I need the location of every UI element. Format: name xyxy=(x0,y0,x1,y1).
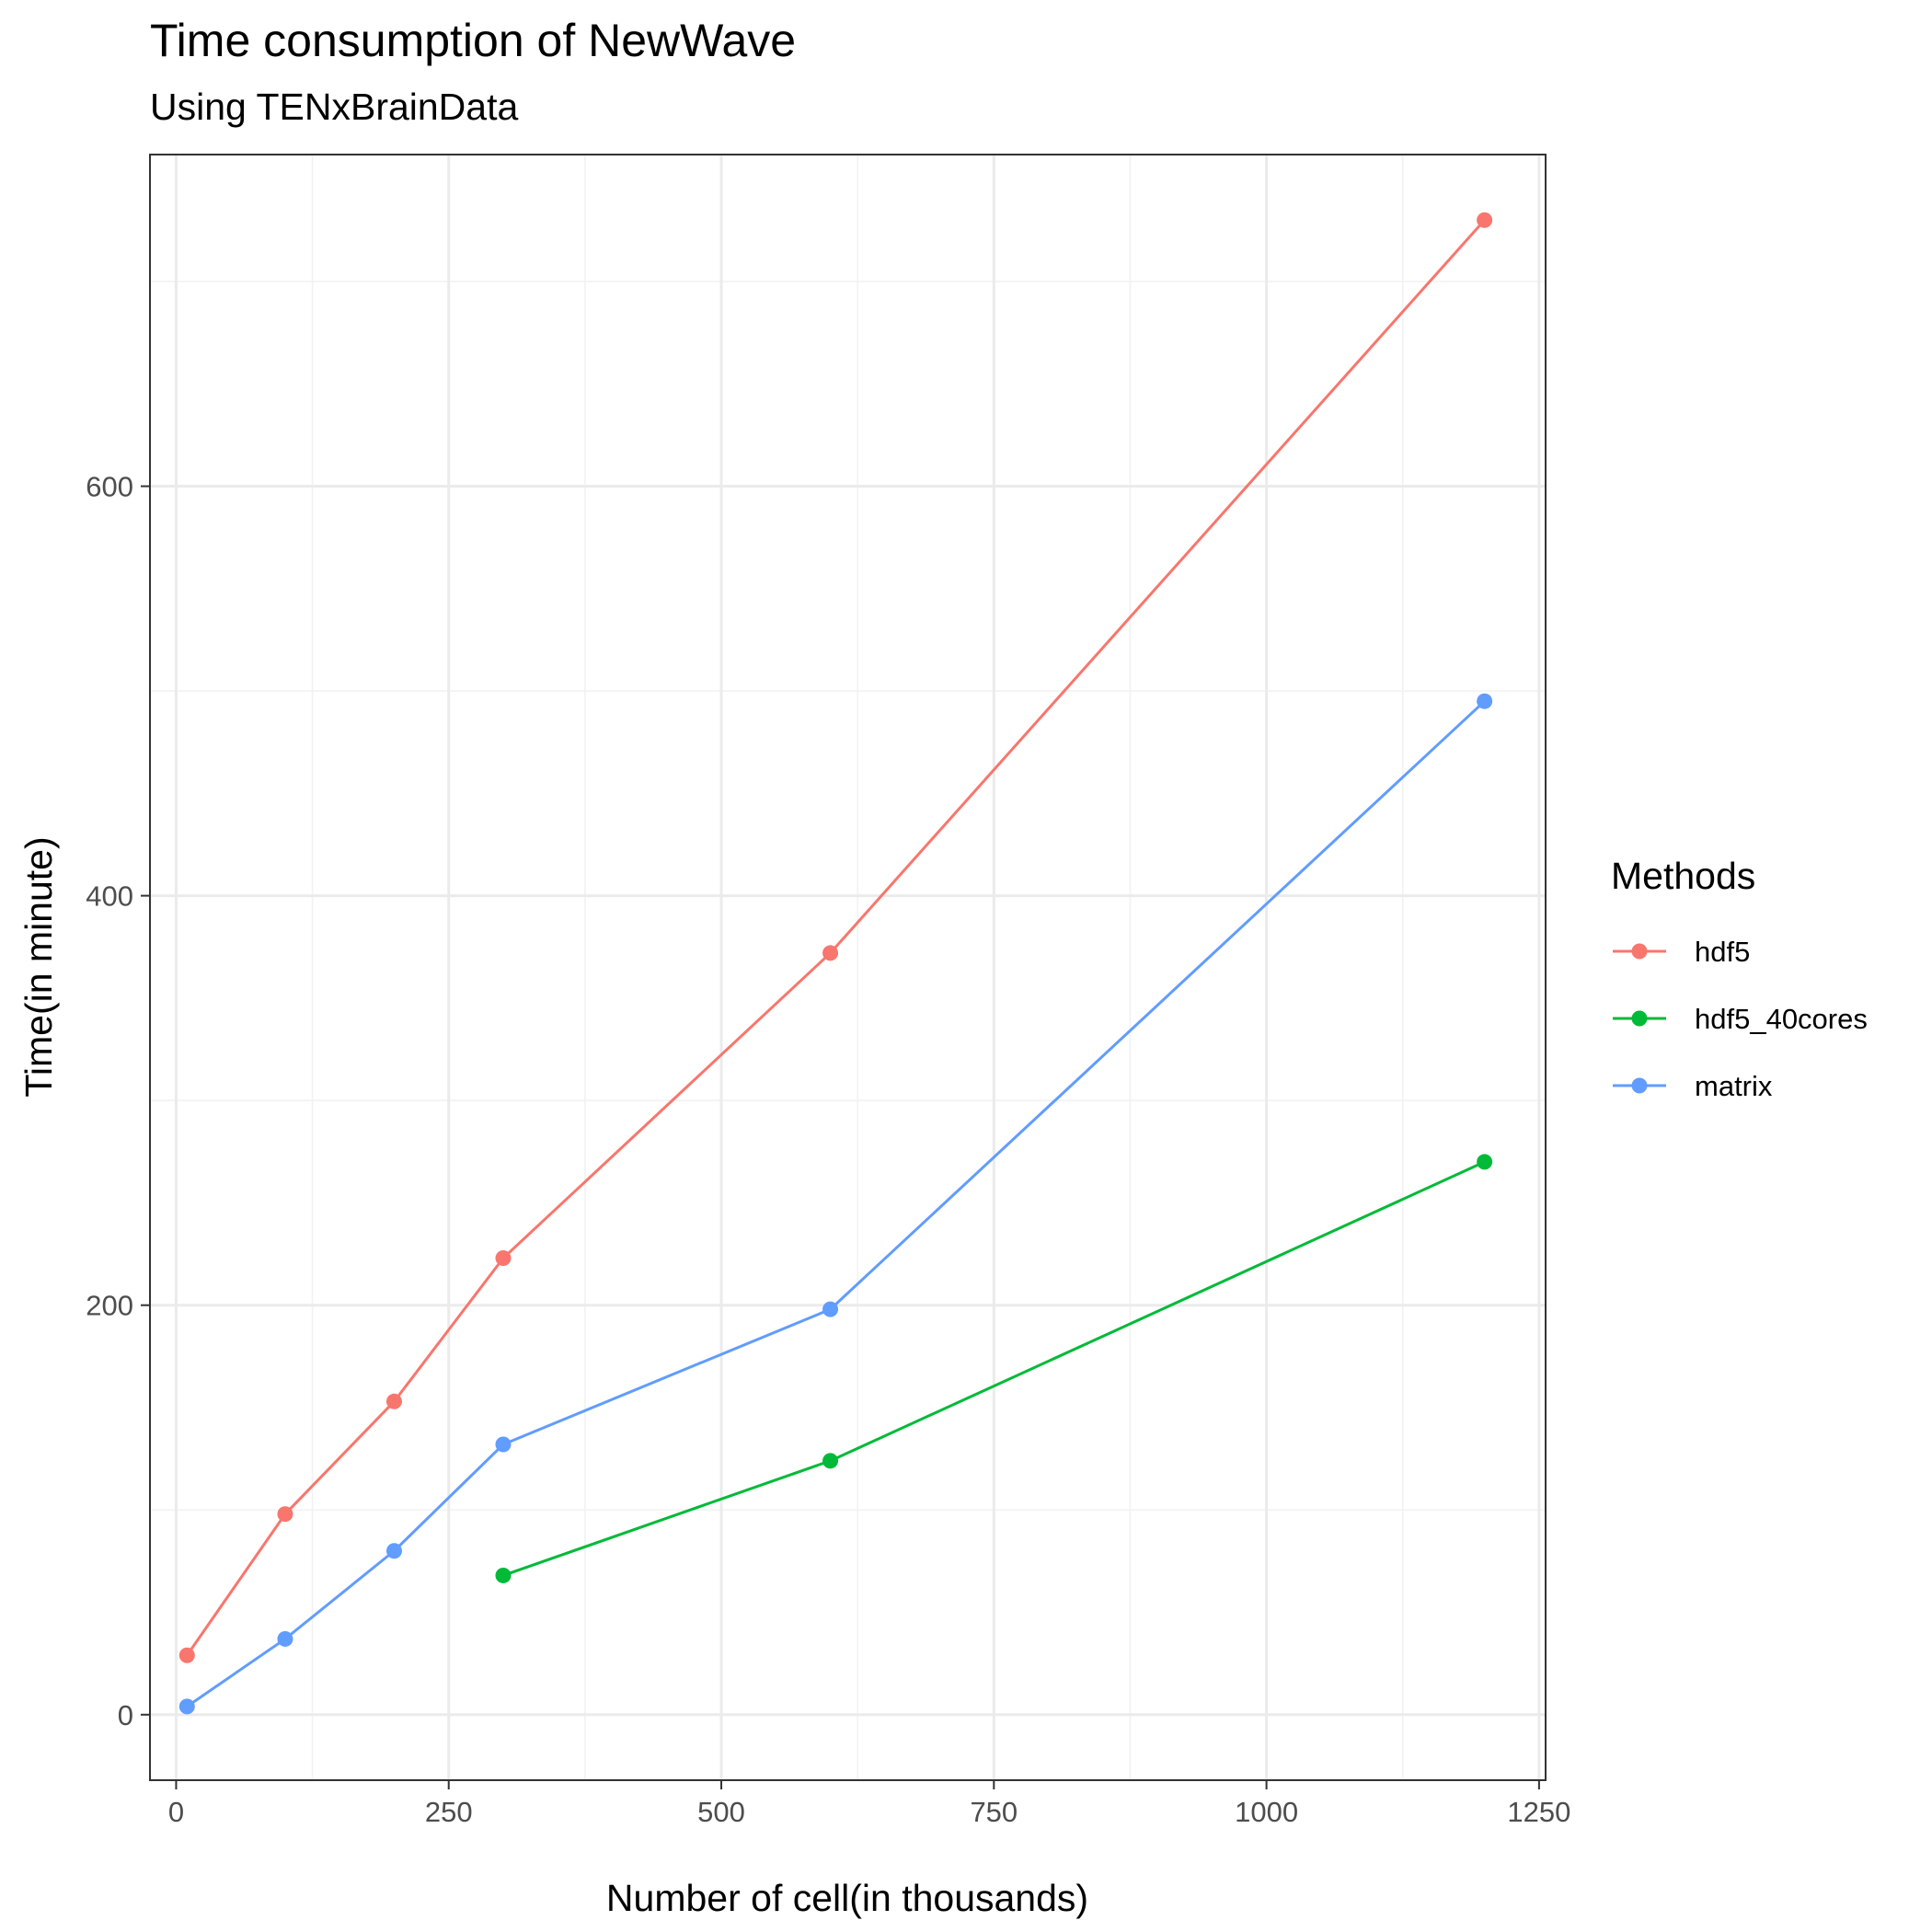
data-point-matrix xyxy=(495,1436,512,1453)
data-point-hdf5_40cores xyxy=(495,1567,512,1583)
legend-label-hdf5: hdf5 xyxy=(1695,936,1750,968)
data-point-hdf5 xyxy=(1477,212,1493,228)
axes: 0 250 500 750 1000 1250 0 200 400 600 xyxy=(86,471,1570,1828)
y-tick-label: 400 xyxy=(86,880,133,913)
data-point-matrix xyxy=(178,1698,195,1715)
data-point-hdf5 xyxy=(277,1506,293,1523)
legend-title: Methods xyxy=(1611,855,1755,897)
data-point-hdf5 xyxy=(385,1393,402,1409)
data-point-matrix xyxy=(277,1630,293,1647)
data-point-matrix xyxy=(385,1543,402,1559)
legend-key-point-hdf5 xyxy=(1631,943,1648,960)
chart-subtitle: Using TENxBrainData xyxy=(150,86,518,128)
y-tick-label: 0 xyxy=(118,1699,133,1731)
x-tick-label: 500 xyxy=(697,1796,745,1828)
data-point-hdf5_40cores xyxy=(822,1453,839,1469)
x-tick-label: 1250 xyxy=(1507,1796,1570,1828)
y-tick-label: 200 xyxy=(86,1290,133,1322)
legend-key-point-hdf5_40cores xyxy=(1631,1010,1648,1027)
x-tick-label: 0 xyxy=(168,1796,184,1828)
x-tick-label: 750 xyxy=(970,1796,1018,1828)
y-axis-title: Time(in minute) xyxy=(17,836,60,1097)
legend-label-hdf5_40cores: hdf5_40cores xyxy=(1695,1003,1868,1035)
grid xyxy=(150,155,1546,1780)
plot-series xyxy=(178,212,1493,1715)
panel-border xyxy=(149,154,1547,1781)
x-tick-label: 1000 xyxy=(1235,1796,1298,1828)
x-tick-label: 250 xyxy=(425,1796,473,1828)
legend-label-matrix: matrix xyxy=(1695,1070,1773,1102)
data-point-hdf5 xyxy=(495,1250,512,1267)
chart-title: Time consumption of NewWave xyxy=(150,15,796,66)
data-point-matrix xyxy=(1477,693,1493,709)
series-line-hdf5 xyxy=(186,219,1486,1657)
legend-key-point-matrix xyxy=(1631,1077,1648,1094)
series-line-matrix xyxy=(186,700,1486,1708)
y-tick-label: 600 xyxy=(86,471,133,503)
data-point-hdf5 xyxy=(178,1647,195,1663)
data-point-hdf5_40cores xyxy=(1477,1154,1493,1170)
data-point-matrix xyxy=(822,1301,839,1317)
data-point-hdf5 xyxy=(822,945,839,961)
x-axis-title: Number of cell(in thousands) xyxy=(606,1877,1088,1919)
